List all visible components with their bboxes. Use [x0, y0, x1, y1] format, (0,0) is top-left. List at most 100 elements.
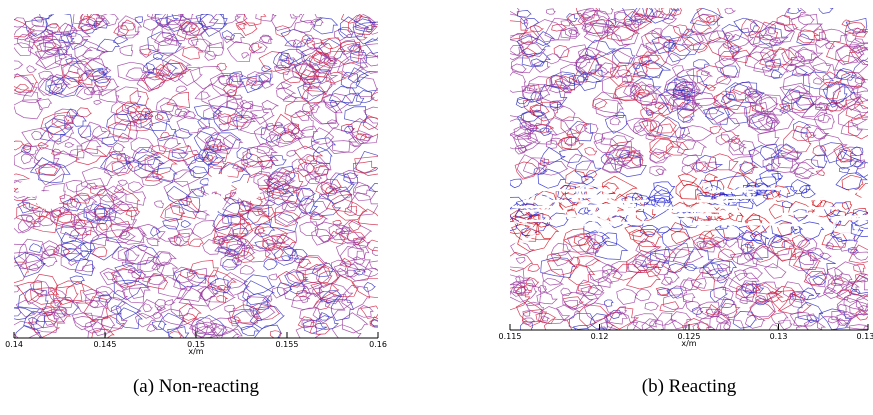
contour-line [832, 232, 859, 252]
contour-line [14, 83, 30, 94]
contour-line [227, 243, 249, 256]
contour-line [314, 221, 347, 243]
contour-line [14, 26, 38, 41]
contour-line [294, 111, 312, 121]
contour-line [733, 17, 759, 34]
contour-line [779, 104, 793, 114]
contour-line [691, 13, 721, 37]
contour-line [849, 45, 868, 63]
contour-line [510, 8, 520, 16]
contour-line [616, 288, 639, 305]
contour-line [530, 25, 545, 32]
contour-line [632, 228, 663, 247]
contour-line [344, 106, 368, 123]
contour-line [820, 142, 848, 164]
contour-line [636, 71, 649, 78]
contour-line [14, 325, 43, 338]
contour-line [554, 76, 581, 93]
contour-line [18, 219, 37, 234]
contour-line [144, 171, 165, 182]
contour-line [98, 222, 108, 231]
contour-line [715, 74, 732, 85]
contour-line [51, 114, 70, 128]
contour-line [118, 15, 143, 36]
contour-line [511, 63, 527, 74]
contour-line [284, 271, 309, 287]
contour-line [38, 161, 71, 184]
contour-line [819, 252, 833, 260]
contour-line [831, 278, 845, 287]
contour-line [218, 122, 230, 131]
contour-line [324, 185, 338, 194]
contour-line [797, 29, 820, 44]
contour-line [310, 137, 337, 154]
contour-line [510, 20, 529, 40]
contour-line [315, 166, 330, 177]
contour-line [740, 280, 761, 299]
contour-line [716, 263, 731, 274]
flame-band [603, 199, 649, 204]
contour-line [597, 326, 608, 330]
contour-line [272, 184, 300, 203]
contour-line [347, 261, 374, 282]
contour-line [818, 134, 848, 158]
contour-line [258, 72, 272, 83]
contour-line [146, 57, 179, 77]
contour-line [216, 163, 251, 184]
contour-line [236, 147, 253, 161]
contour-line [188, 238, 204, 247]
contour-line [14, 215, 38, 234]
contour-line [789, 291, 806, 303]
contour-line [339, 246, 371, 272]
contour-line [339, 190, 353, 199]
contour-line [727, 136, 746, 152]
x-tick-label: 0.145 [94, 340, 117, 349]
contour-line [103, 151, 132, 174]
contour-line [259, 35, 273, 44]
contour-line [846, 313, 868, 330]
caption: (a) Non-reacting [133, 376, 260, 397]
contour-line [790, 179, 811, 195]
contour-line [713, 286, 734, 301]
contour-line [248, 42, 263, 53]
contour-line [668, 36, 702, 57]
contour-line [15, 299, 43, 318]
contour-line [351, 130, 374, 145]
contour-line [353, 237, 371, 250]
contour-line [217, 285, 229, 291]
contour-line [649, 113, 677, 134]
contour-line [301, 47, 330, 68]
contour-line [38, 74, 71, 97]
contour-line [299, 69, 319, 84]
contour-line [555, 186, 584, 208]
contour-line [76, 107, 93, 118]
contour-line [832, 84, 862, 110]
contour-line [243, 14, 267, 27]
contour-line [836, 303, 847, 314]
contour-line [26, 65, 37, 73]
contour-line [568, 29, 579, 35]
contour-line [682, 28, 694, 37]
contour-line [259, 159, 276, 169]
contour-line [140, 75, 166, 91]
contour-field [510, 8, 868, 330]
contour-line [217, 74, 231, 85]
contour-line [625, 117, 649, 135]
contour-line [787, 8, 802, 14]
contour-line [86, 182, 98, 190]
contour-line [83, 296, 109, 322]
contour-line [528, 84, 540, 93]
contour-line [300, 125, 319, 138]
contour-line [704, 106, 725, 121]
contour-line [568, 312, 598, 330]
contour-line [77, 125, 92, 139]
contour-line [60, 61, 95, 83]
contour-line [266, 199, 276, 206]
contour-line [849, 300, 868, 316]
contour-line [822, 71, 843, 88]
contour-line [209, 73, 244, 96]
contour-line [230, 32, 246, 43]
contour-line [685, 67, 714, 84]
contour-line [94, 20, 108, 29]
